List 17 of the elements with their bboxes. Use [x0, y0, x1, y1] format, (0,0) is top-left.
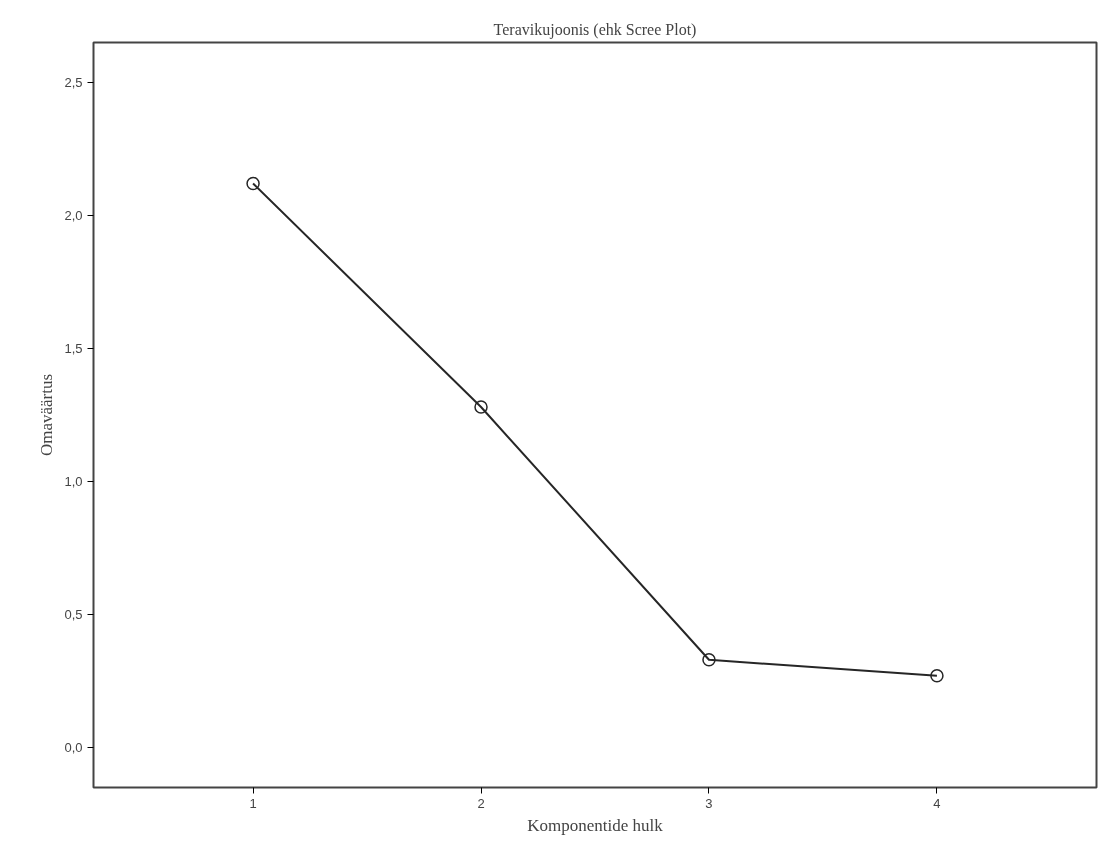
point	[930, 669, 944, 683]
y-tick-label: 1,0	[64, 474, 83, 490]
point	[474, 400, 488, 414]
chart-title: Teravikujoonis (ehk Scree Plot)	[493, 20, 697, 39]
y-tick-label: 1,5	[64, 340, 83, 356]
y-axis-title: Omaväärtus	[37, 373, 57, 457]
x-tick-label: 3	[705, 795, 713, 811]
y-tick-label: 0,0	[64, 740, 83, 756]
x-axis-title: Komponentide hulk	[527, 815, 664, 835]
x-tick-label: 2	[477, 795, 485, 811]
x-tick-label: 1	[249, 795, 257, 811]
x-tick-label: 4	[933, 795, 941, 811]
y-tick-label: 2,5	[64, 74, 83, 90]
point	[702, 653, 716, 667]
y-tick-label: 2,0	[64, 207, 83, 223]
point	[246, 176, 260, 191]
y-tick-label: 0,5	[64, 607, 83, 623]
